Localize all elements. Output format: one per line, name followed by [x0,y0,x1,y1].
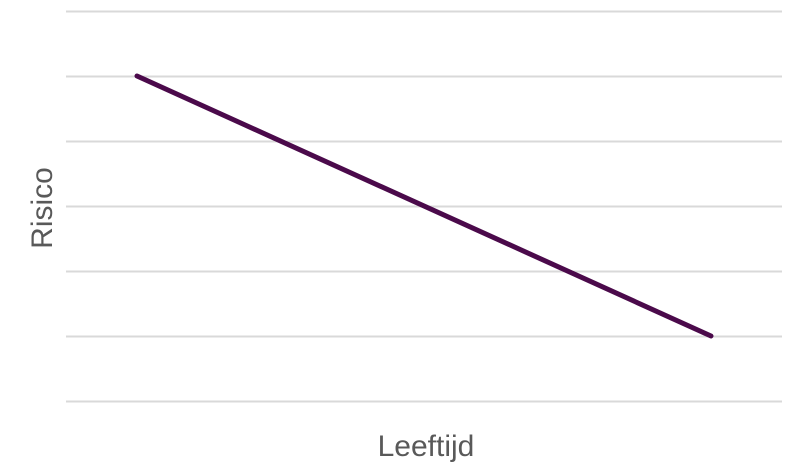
gridlines [66,10,782,403]
y-axis-title: Risico [26,167,59,249]
series-group [134,73,714,339]
series-line [134,73,714,339]
x-axis-title: Leeftijd [378,430,475,463]
